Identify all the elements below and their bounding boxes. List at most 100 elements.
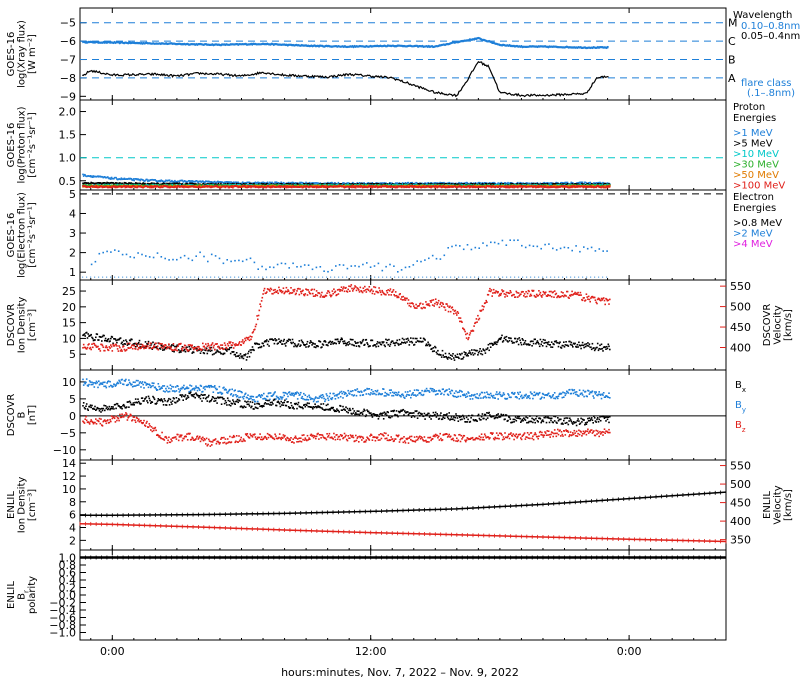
- y-axis-label: GOES-16log(Electron flux)[cm⁻²s⁻¹sr⁻¹]: [6, 192, 38, 278]
- data-point: [327, 344, 329, 347]
- data-point: [186, 185, 188, 187]
- data-point: [257, 343, 259, 345]
- y-axis-label-line: [cm⁻²s⁻¹sr⁻¹]: [27, 202, 38, 268]
- data-point: [178, 180, 181, 183]
- data-point: [159, 186, 162, 189]
- data-point: [290, 342, 293, 345]
- data-point: [104, 337, 107, 340]
- data-point: [595, 186, 597, 189]
- data-point: [276, 263, 279, 266]
- data-point: [317, 184, 319, 187]
- data-point: [427, 184, 429, 186]
- data-point: [294, 344, 297, 347]
- data-point: [350, 265, 353, 267]
- data-point: [330, 343, 332, 345]
- data-point: [315, 184, 318, 187]
- data-point: [604, 182, 606, 185]
- data-point: [188, 345, 190, 348]
- data-point: [430, 182, 432, 184]
- data-point: [159, 348, 162, 350]
- data-point: [327, 342, 330, 344]
- data-point: [579, 182, 582, 185]
- data-point: [331, 269, 333, 271]
- data-point: [90, 263, 93, 266]
- data-point: [130, 182, 132, 184]
- data-point: [394, 186, 397, 189]
- data-point: [203, 352, 206, 355]
- data-point: [274, 186, 276, 188]
- data-point: [153, 182, 156, 185]
- data-point: [408, 266, 411, 268]
- data-point: [207, 260, 209, 263]
- data-point: [137, 343, 139, 345]
- data-point: [85, 331, 88, 334]
- data-point: [401, 183, 404, 186]
- data-point: [133, 179, 135, 182]
- data-point: [434, 182, 437, 184]
- data-point: [86, 337, 89, 339]
- data-point: [428, 185, 430, 187]
- data-point: [254, 185, 256, 187]
- data-point: [121, 253, 124, 256]
- y-tick-label: −6: [60, 35, 76, 48]
- data-point: [136, 186, 138, 189]
- data-point: [275, 186, 278, 188]
- data-point: [110, 186, 113, 189]
- data-point: [355, 186, 357, 189]
- data-point: [447, 185, 450, 187]
- data-point: [126, 344, 129, 346]
- data-point: [406, 185, 408, 187]
- y-axis-label: DSCOVRIon Density[cm⁻³]: [6, 297, 38, 354]
- data-point: [128, 182, 131, 184]
- data-point: [265, 268, 267, 271]
- data-point: [306, 343, 308, 345]
- data-point: [532, 186, 534, 189]
- data-point: [425, 185, 428, 187]
- data-point: [471, 185, 473, 188]
- data-point: [250, 186, 252, 189]
- data-point: [590, 182, 592, 185]
- data-point: [371, 339, 374, 342]
- data-point: [300, 339, 303, 342]
- data-point: [600, 186, 603, 189]
- legend-entry: >10 MeV: [733, 149, 779, 160]
- data-point: [171, 182, 174, 185]
- data-point: [229, 347, 231, 349]
- data-point: [115, 339, 117, 342]
- data-point: [98, 339, 100, 341]
- data-point: [229, 352, 232, 355]
- data-point: [421, 186, 423, 188]
- data-point: [373, 265, 376, 267]
- data-point: [536, 185, 539, 188]
- data-point: [385, 185, 388, 187]
- data-point: [593, 182, 595, 184]
- data-point: [478, 247, 480, 249]
- data-point: [388, 183, 390, 186]
- data-point: [260, 345, 263, 348]
- y-tick-label: −7: [60, 54, 76, 67]
- data-point: [127, 183, 129, 185]
- data-point: [211, 353, 214, 356]
- data-point: [305, 181, 307, 184]
- data-point: [455, 244, 457, 247]
- data-point: [385, 338, 387, 341]
- data-point: [236, 185, 239, 187]
- data-point: [139, 179, 141, 182]
- y-right-axis-label-line: DSCOVR: [762, 304, 773, 347]
- data-point: [249, 257, 252, 260]
- data-point: [147, 180, 149, 182]
- data-point: [179, 183, 181, 186]
- data-point: [599, 183, 601, 186]
- data-point: [341, 338, 343, 340]
- data-point: [333, 342, 336, 344]
- data-point: [101, 186, 104, 189]
- data-point: [548, 243, 550, 245]
- data-point: [573, 185, 576, 187]
- data-point: [262, 342, 264, 345]
- data-point: [477, 185, 480, 188]
- data-point: [226, 350, 228, 352]
- data-point: [242, 183, 245, 185]
- data-point: [378, 342, 380, 344]
- data-point: [98, 186, 101, 188]
- data-point: [413, 185, 416, 187]
